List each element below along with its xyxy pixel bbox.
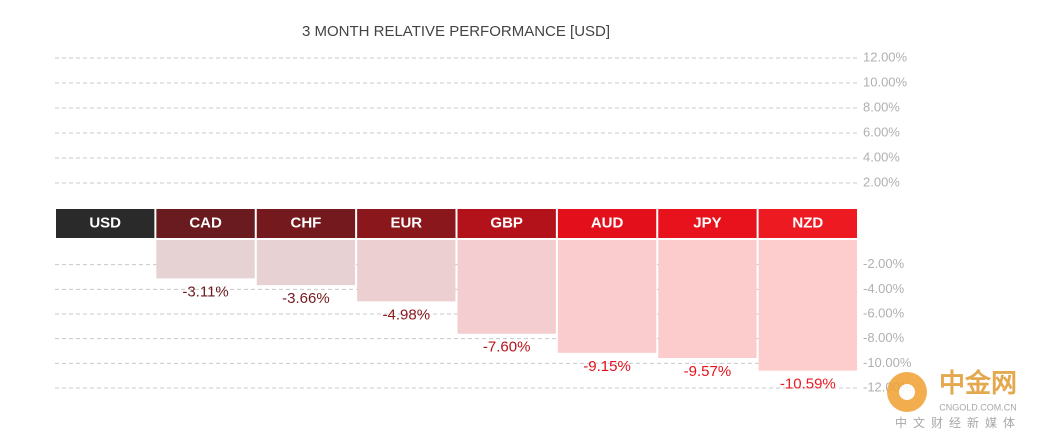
y-tick-label: -10.00% [863,355,912,370]
category-label: CHF [291,214,322,231]
category-header [557,209,657,238]
y-tick-label: 2.00% [863,174,900,189]
category-header [758,209,857,238]
bar [357,240,456,302]
category-header [56,209,155,238]
y-tick-label: 6.00% [863,124,900,139]
category-header [156,209,255,238]
category-label: NZD [792,214,823,231]
y-tick-label: 8.00% [863,99,900,114]
bar [557,240,657,353]
bar [658,240,757,359]
y-tick-label: -6.00% [863,305,905,320]
value-label: -9.15% [583,358,631,375]
watermark-logo-inner [899,384,915,400]
value-label: -3.11% [182,283,228,300]
bar [457,240,556,334]
category-header [256,209,356,238]
value-label: -4.98% [383,306,431,323]
y-tick-label: 4.00% [863,149,900,164]
watermark: 中金网 CNGOLD.COM.CN 中文财经新媒体 [887,368,1021,430]
watermark-name: 中金网 [939,368,1017,398]
watermark-slogan: 中文财经新媒体 [895,415,1021,430]
value-label: -9.57% [684,363,732,380]
category-label: JPY [693,214,721,231]
category-header [658,209,757,238]
bar [256,240,356,286]
category-label: GBP [490,214,523,231]
value-label: -3.66% [282,290,330,307]
bar [156,240,255,279]
category-header [457,209,556,238]
category-label: AUD [591,214,624,231]
bar [758,240,857,371]
y-tick-label: -4.00% [863,281,905,296]
y-tick-label: 10.00% [863,74,908,89]
y-tick-label: 12.00% [863,49,908,64]
category-label: USD [89,214,121,231]
chart-title: 3 MONTH RELATIVE PERFORMANCE [USD] [302,23,610,40]
y-tick-label: -2.00% [863,256,905,271]
watermark-domain: CNGOLD.COM.CN [939,402,1017,412]
y-tick-label: -8.00% [863,330,905,345]
value-label: -10.59% [780,376,836,393]
category-label: CAD [189,214,222,231]
value-label: -7.60% [483,339,531,356]
category-header [357,209,456,238]
category-label: EUR [390,214,422,231]
